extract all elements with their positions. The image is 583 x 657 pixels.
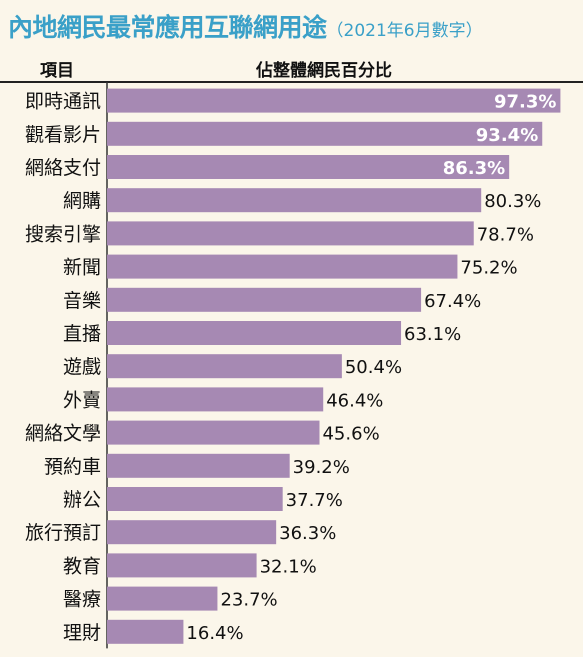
category-label: 教育 [63, 555, 101, 577]
value-label: 32.1% [260, 556, 317, 577]
bar [107, 254, 458, 279]
bar [107, 155, 510, 179]
value-label: 97.3% [494, 92, 556, 113]
bar [107, 221, 474, 246]
category-label: 搜索引擎 [25, 223, 101, 245]
chart-subtitle: （2021年6月數字） [326, 21, 483, 41]
category-label: 網絡文學 [25, 423, 101, 445]
category-label: 旅行預訂 [25, 522, 101, 544]
category-label: 網絡支付 [25, 157, 101, 179]
bar [107, 520, 277, 545]
value-label: 36.3% [279, 523, 336, 544]
value-label: 16.4% [186, 623, 243, 644]
bar [107, 586, 218, 611]
category-label: 預約車 [44, 456, 101, 478]
chart-title: 內地網民最常應用互聯網用途（2021年6月數字） [8, 8, 483, 44]
bar [107, 88, 561, 113]
value-label: 23.7% [220, 590, 277, 611]
bar [107, 387, 324, 412]
value-label: 86.3% [443, 158, 505, 179]
value-label: 63.1% [404, 324, 461, 345]
value-label: 39.2% [293, 457, 350, 478]
category-label: 音樂 [63, 290, 101, 312]
category-label: 遊戲 [63, 356, 101, 378]
category-label: 直播 [63, 323, 101, 345]
category-label: 即時通訊 [25, 91, 101, 113]
bar [107, 619, 184, 644]
value-label: 75.2% [460, 258, 517, 279]
category-label: 外賣 [63, 389, 101, 411]
category-header: 項目 [40, 61, 74, 81]
value-label: 50.4% [345, 357, 402, 378]
value-label: 80.3% [484, 191, 541, 212]
bar [107, 487, 283, 511]
category-label: 觀看影片 [25, 124, 101, 146]
bar [107, 321, 402, 345]
bar [107, 453, 290, 478]
value-label: 67.4% [424, 291, 481, 312]
category-label: 醫療 [63, 589, 101, 611]
category-label: 理財 [63, 622, 101, 644]
bar [107, 553, 257, 578]
value-label: 93.4% [476, 125, 538, 146]
value-label: 37.7% [286, 490, 343, 511]
bar [107, 354, 342, 379]
value-label: 46.4% [326, 390, 383, 411]
bar [107, 420, 320, 445]
value-header: 佔整體網民百分比 [256, 61, 392, 81]
table-header: 項目 佔整體網民百分比 [0, 53, 583, 83]
bar [107, 121, 543, 146]
value-label: 78.7% [477, 224, 534, 245]
bar [107, 188, 482, 213]
bar [107, 287, 422, 312]
value-label: 45.6% [322, 424, 379, 445]
chart-title-main: 內地網民最常應用互聯網用途 [8, 13, 327, 42]
category-label: 網購 [63, 190, 101, 212]
category-label: 辦公 [63, 489, 101, 511]
category-label: 新聞 [63, 257, 101, 279]
